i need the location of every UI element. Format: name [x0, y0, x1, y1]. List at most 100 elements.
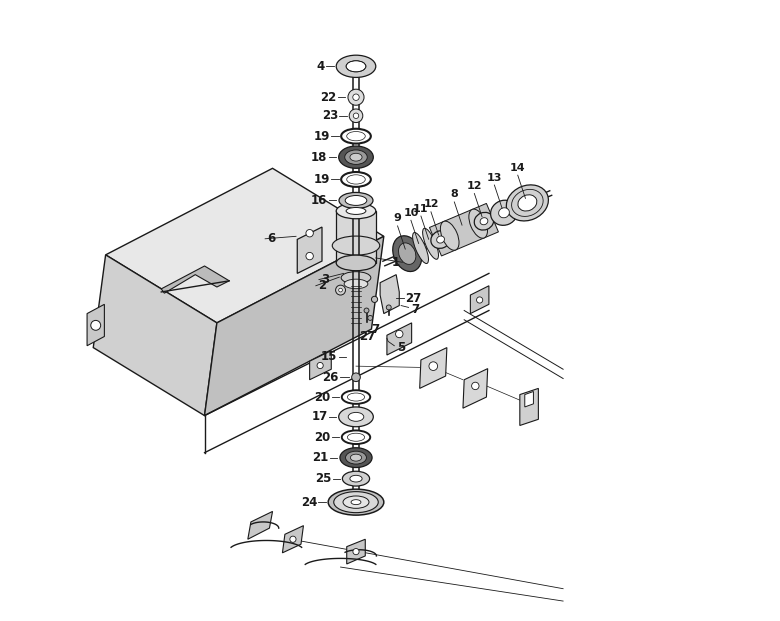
Polygon shape [204, 237, 384, 415]
Circle shape [477, 297, 483, 303]
Ellipse shape [350, 475, 362, 482]
Text: 7: 7 [371, 322, 380, 335]
Text: 24: 24 [300, 496, 317, 509]
Circle shape [367, 315, 373, 320]
Circle shape [335, 285, 346, 295]
Circle shape [306, 230, 314, 237]
Ellipse shape [498, 208, 509, 218]
Ellipse shape [346, 207, 366, 214]
Ellipse shape [346, 61, 366, 72]
Ellipse shape [347, 132, 365, 141]
Ellipse shape [347, 433, 365, 442]
Ellipse shape [336, 255, 376, 271]
Ellipse shape [350, 153, 362, 161]
Polygon shape [248, 512, 272, 539]
Text: 5: 5 [398, 341, 406, 354]
Ellipse shape [342, 430, 370, 444]
Ellipse shape [345, 150, 367, 165]
Ellipse shape [336, 203, 376, 219]
Ellipse shape [342, 390, 370, 404]
Text: 9: 9 [394, 214, 402, 224]
Circle shape [429, 362, 438, 371]
Ellipse shape [469, 209, 488, 238]
Ellipse shape [341, 271, 370, 284]
Ellipse shape [339, 193, 373, 209]
Polygon shape [87, 304, 105, 346]
Text: 23: 23 [322, 109, 338, 122]
Ellipse shape [336, 55, 376, 78]
Text: 20: 20 [314, 431, 331, 444]
Ellipse shape [399, 243, 416, 265]
Polygon shape [519, 388, 538, 425]
Text: 3: 3 [321, 273, 329, 286]
Polygon shape [347, 539, 365, 564]
Polygon shape [463, 369, 488, 408]
Ellipse shape [474, 212, 494, 230]
Ellipse shape [413, 232, 428, 263]
Text: 4: 4 [317, 60, 325, 73]
Circle shape [364, 308, 369, 313]
Ellipse shape [392, 236, 422, 271]
Polygon shape [430, 204, 498, 256]
Circle shape [371, 296, 378, 302]
Circle shape [290, 536, 296, 542]
Text: 12: 12 [466, 181, 482, 191]
Ellipse shape [491, 200, 517, 225]
Text: 12: 12 [424, 199, 438, 209]
Ellipse shape [339, 146, 374, 168]
Ellipse shape [328, 489, 384, 515]
Polygon shape [387, 323, 412, 355]
Circle shape [386, 305, 392, 310]
Ellipse shape [423, 229, 438, 260]
Ellipse shape [350, 454, 362, 461]
Text: 10: 10 [403, 208, 419, 218]
Ellipse shape [351, 500, 361, 505]
Text: 17: 17 [311, 410, 328, 424]
Text: 13: 13 [487, 173, 502, 183]
Text: 19: 19 [314, 130, 330, 143]
Ellipse shape [431, 230, 450, 248]
Circle shape [90, 320, 101, 330]
Text: 20: 20 [314, 391, 331, 404]
Polygon shape [282, 525, 303, 553]
Text: 2: 2 [318, 279, 326, 292]
Circle shape [348, 89, 364, 105]
Ellipse shape [518, 195, 537, 211]
Ellipse shape [480, 218, 488, 225]
Circle shape [352, 373, 360, 381]
Circle shape [472, 382, 479, 389]
Polygon shape [310, 351, 332, 379]
Polygon shape [336, 211, 376, 263]
Ellipse shape [347, 393, 365, 401]
Polygon shape [420, 348, 447, 388]
Ellipse shape [347, 175, 365, 184]
Ellipse shape [346, 451, 367, 464]
Ellipse shape [340, 448, 372, 468]
Ellipse shape [334, 492, 378, 513]
Ellipse shape [342, 471, 370, 486]
Polygon shape [380, 274, 399, 314]
Text: 14: 14 [510, 163, 526, 173]
Text: 27: 27 [359, 330, 375, 343]
Circle shape [395, 330, 403, 338]
Polygon shape [470, 286, 489, 314]
Text: 8: 8 [450, 189, 458, 199]
Ellipse shape [437, 236, 445, 243]
Text: 19: 19 [314, 173, 330, 186]
Text: 15: 15 [321, 350, 338, 363]
Ellipse shape [441, 221, 459, 250]
Polygon shape [105, 168, 384, 323]
Ellipse shape [343, 496, 369, 509]
Text: 1: 1 [392, 256, 400, 269]
Ellipse shape [341, 129, 370, 143]
Text: 7: 7 [412, 303, 420, 315]
Ellipse shape [506, 185, 548, 221]
Text: 11: 11 [413, 204, 429, 214]
Polygon shape [525, 391, 534, 407]
Circle shape [306, 252, 314, 260]
Circle shape [353, 94, 360, 101]
Text: 6: 6 [268, 232, 275, 245]
Text: 21: 21 [313, 451, 329, 464]
Text: 26: 26 [322, 371, 339, 384]
Ellipse shape [348, 412, 363, 421]
